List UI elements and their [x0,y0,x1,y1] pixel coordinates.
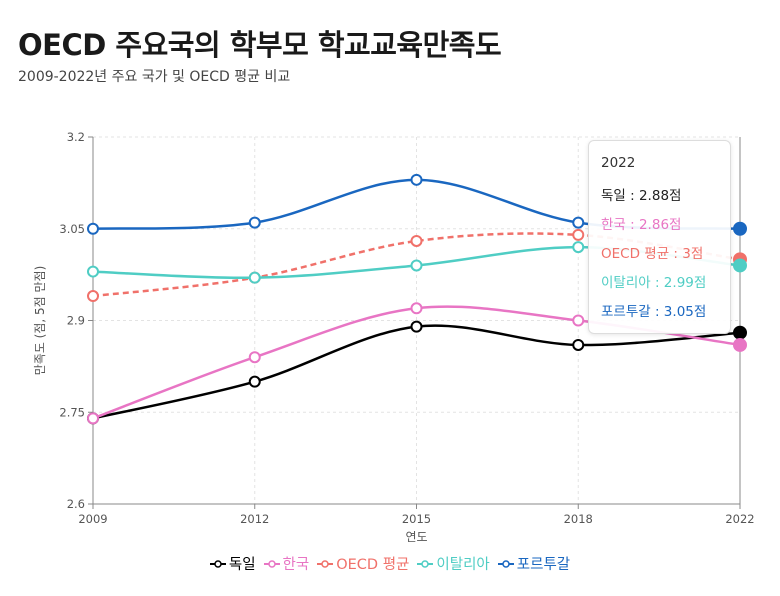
legend-label: 포르투갈 [516,557,571,573]
data-point-korea [572,314,585,327]
tooltip-row-germany: 독일 : 2.88점 [601,188,682,204]
data-point-italy [410,259,423,272]
tooltip-row-italy: 이탈리아 : 2.99점 [601,275,707,291]
legend-label: 이탈리아 [436,557,490,573]
legend-item-portugal[interactable]: 포르투갈 [497,553,571,574]
tooltip-row-oecd: OECD 평균 : 3점 [601,246,704,262]
y-tick-label: 2.6 [67,497,85,511]
legend-item-oecd-average[interactable]: OECD 평균 [317,553,409,574]
data-point-korea [87,412,99,425]
data-point-italy [733,258,747,273]
x-tick-label: 2012 [240,512,269,526]
data-point-italy [87,265,99,278]
legend-item-germany[interactable]: 독일 [209,553,256,574]
data-point-portugal [87,222,99,235]
data-point-portugal [248,216,261,229]
x-tick-label: 2018 [564,512,593,526]
data-point-portugal [410,173,423,186]
x-axis-label: 연도 [405,530,427,544]
tooltip: 2022 독일 : 2.88점 한국 : 2.86점 OECD 평균 : 3점 … [588,140,731,334]
data-point-italy [572,241,585,254]
tooltip-row-korea: 한국 : 2.86점 [601,217,682,233]
legend-label: 독일 [228,557,256,573]
tooltip-title: 2022 [601,155,636,171]
y-tick-label: 2.9 [67,314,85,328]
x-tick-label: 2015 [402,512,431,526]
legend-label: 한국 [282,557,310,573]
legend-label: OECD 평균 [336,557,410,573]
tooltip-row-portugal: 포르투갈 : 3.05점 [601,304,707,320]
data-point-germany [733,325,747,340]
chart-subtitle: 2009-2022년 주요 국가 및 OECD 평균 비교 [18,69,291,85]
data-point-portugal [733,221,747,236]
y-tick-label: 2.75 [59,405,85,419]
legend-item-korea[interactable]: 한국 [263,553,310,574]
data-point-korea [248,351,261,364]
legend-line-marker-icon [417,559,434,568]
chart-title: OECD 주요국의 학부모 학교교육만족도 [18,28,502,62]
data-point-oecd-average [410,234,423,247]
legend-line-marker-icon [263,559,280,568]
y-tick-label: 3.2 [67,130,85,144]
x-tick-label: 2022 [725,512,754,526]
data-point-italy [248,271,261,284]
data-point-germany [572,338,585,351]
y-tick-label: 3.05 [59,222,85,236]
data-point-germany [248,375,261,388]
x-tick-label: 2009 [78,512,107,526]
data-point-korea [410,302,423,315]
data-point-germany [410,320,423,333]
y-axis-label: 만족도 (점, 5점 만점) [33,266,47,376]
legend: 독일 한국 OECD 평균 이탈리아 포르투갈 [0,553,780,574]
data-point-portugal [572,216,585,229]
data-point-oecd-average [572,228,585,241]
data-point-oecd-average [87,290,99,303]
data-point-korea [733,337,747,352]
legend-line-marker-icon [209,559,226,568]
legend-line-marker-icon [497,559,514,568]
legend-item-italy[interactable]: 이탈리아 [417,553,490,574]
legend-line-marker-icon [317,559,334,568]
